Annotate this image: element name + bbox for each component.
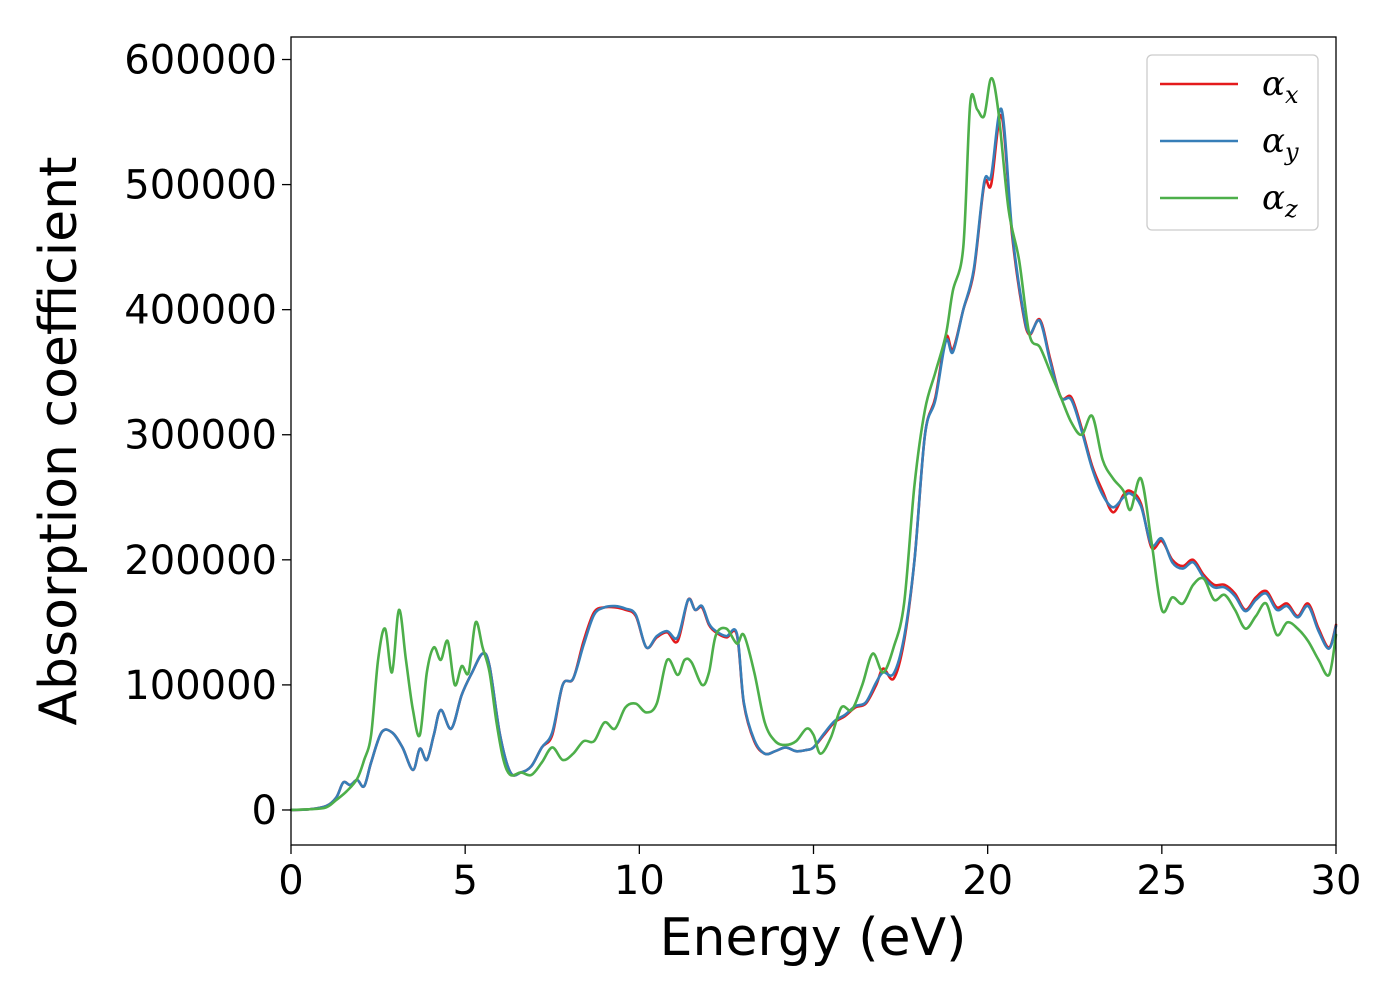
- y-tick-label: 500000: [124, 163, 277, 209]
- series-layer: [289, 76, 1338, 812]
- y-tick-label: 100000: [124, 663, 277, 709]
- x-tick-label: 30: [1311, 858, 1362, 904]
- y-tick-label: 0: [252, 788, 277, 834]
- ticks-layer: 0 5 10 15 20 25 30 0 100000 200000 300000 400000 500…: [124, 38, 1361, 904]
- x-tick-label: 15: [788, 858, 839, 904]
- series-line-z: [289, 76, 1338, 812]
- x-axis-title: Energy (eV): [660, 908, 967, 968]
- y-tick-label: 600000: [124, 38, 277, 84]
- y-axis-title: Absorption coefficient: [29, 156, 89, 725]
- x-tick-label: 20: [962, 858, 1013, 904]
- x-tick-label: 0: [278, 858, 303, 904]
- y-tick-label: 400000: [124, 288, 277, 334]
- legend-box: [1146, 54, 1319, 231]
- y-tick-label: 200000: [124, 538, 277, 584]
- x-tick-label: 10: [614, 858, 665, 904]
- y-tick-label: 300000: [124, 413, 277, 459]
- x-tick-label: 5: [452, 858, 477, 904]
- x-tick-label: 25: [1136, 858, 1187, 904]
